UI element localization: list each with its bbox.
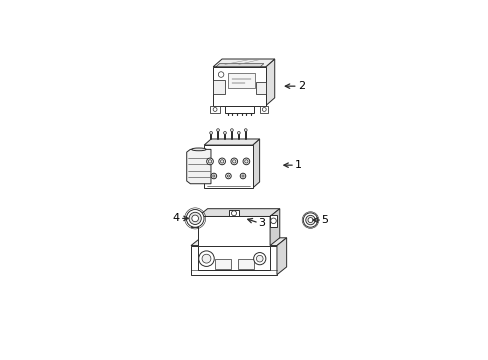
- Circle shape: [206, 158, 213, 165]
- Polygon shape: [269, 215, 276, 227]
- Bar: [238, 258, 253, 269]
- Circle shape: [208, 160, 211, 163]
- Circle shape: [209, 131, 212, 134]
- Circle shape: [211, 173, 216, 179]
- Circle shape: [253, 253, 265, 265]
- Text: 1: 1: [294, 160, 302, 170]
- Bar: [224, 105, 253, 113]
- Circle shape: [230, 158, 237, 165]
- Polygon shape: [191, 246, 276, 275]
- Polygon shape: [213, 80, 224, 94]
- Circle shape: [230, 129, 233, 131]
- Polygon shape: [204, 139, 259, 145]
- Bar: [260, 105, 268, 113]
- Circle shape: [232, 160, 235, 163]
- Circle shape: [270, 218, 276, 224]
- Circle shape: [231, 211, 236, 216]
- Circle shape: [237, 131, 240, 134]
- Circle shape: [191, 215, 198, 222]
- Polygon shape: [213, 59, 274, 67]
- Circle shape: [240, 173, 245, 179]
- Polygon shape: [191, 238, 286, 246]
- Circle shape: [244, 160, 247, 163]
- Circle shape: [189, 212, 201, 225]
- Polygon shape: [191, 215, 198, 227]
- Circle shape: [218, 158, 225, 165]
- Circle shape: [303, 213, 317, 227]
- Circle shape: [198, 251, 214, 266]
- Circle shape: [307, 217, 312, 222]
- Circle shape: [220, 160, 224, 163]
- Bar: [210, 105, 220, 113]
- Circle shape: [218, 72, 224, 77]
- Polygon shape: [227, 73, 255, 88]
- Circle shape: [202, 254, 210, 263]
- Circle shape: [262, 108, 265, 111]
- Bar: [213, 67, 265, 105]
- Ellipse shape: [191, 148, 206, 151]
- Text: 2: 2: [297, 81, 304, 91]
- Circle shape: [227, 175, 229, 177]
- Text: 4: 4: [172, 213, 179, 224]
- Circle shape: [244, 129, 246, 131]
- Circle shape: [213, 108, 217, 111]
- Polygon shape: [265, 59, 274, 105]
- Polygon shape: [216, 64, 264, 67]
- Circle shape: [225, 173, 231, 179]
- Polygon shape: [186, 149, 210, 184]
- Circle shape: [223, 131, 226, 134]
- Bar: [228, 210, 239, 216]
- Circle shape: [191, 218, 197, 224]
- Circle shape: [186, 210, 203, 227]
- Circle shape: [305, 215, 315, 225]
- Polygon shape: [276, 238, 286, 275]
- Bar: [204, 145, 252, 188]
- Polygon shape: [198, 209, 279, 216]
- Polygon shape: [269, 209, 279, 246]
- Circle shape: [243, 158, 249, 165]
- Circle shape: [242, 175, 244, 177]
- Circle shape: [216, 129, 219, 131]
- Polygon shape: [252, 139, 259, 188]
- Circle shape: [212, 175, 215, 177]
- Text: 3: 3: [258, 219, 265, 228]
- Polygon shape: [256, 82, 265, 94]
- Polygon shape: [198, 216, 269, 246]
- Text: 5: 5: [321, 215, 328, 225]
- Circle shape: [256, 255, 263, 262]
- Bar: [215, 258, 230, 269]
